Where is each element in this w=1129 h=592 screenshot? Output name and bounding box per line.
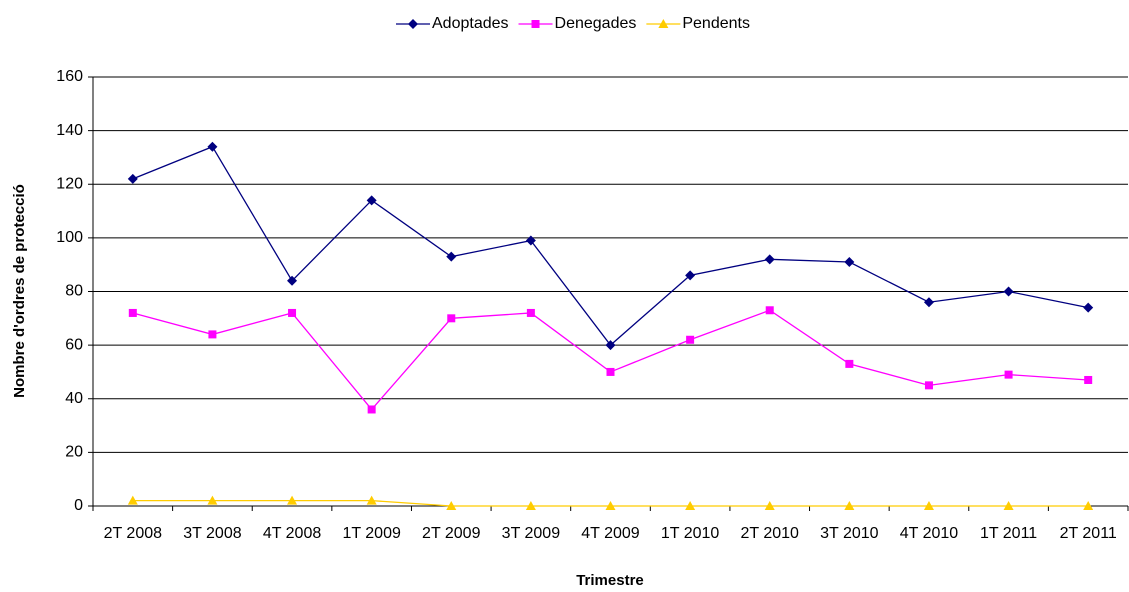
x-tick-label: 3T 2009 [502, 525, 561, 542]
data-point [207, 141, 218, 152]
x-tick-label: 1T 2010 [661, 525, 720, 542]
legend-marker [408, 19, 418, 29]
data-point [208, 330, 217, 339]
data-point [287, 275, 298, 286]
x-tick-label: 4T 2009 [581, 525, 640, 542]
x-axis-label: Trimestre [576, 572, 644, 589]
data-point [367, 405, 376, 414]
data-point [844, 501, 855, 510]
y-tick-label: 40 [65, 390, 83, 407]
data-point [605, 340, 616, 351]
data-point [446, 251, 457, 262]
data-point [845, 359, 854, 368]
data-point [447, 314, 456, 323]
y-tick-label: 160 [56, 68, 83, 85]
series-line [132, 309, 1089, 411]
data-point [764, 501, 775, 510]
data-point [366, 495, 377, 505]
data-point [446, 501, 457, 510]
y-tick-label: 100 [56, 229, 83, 246]
data-point [844, 257, 855, 268]
legend-label: Pendents [682, 15, 750, 32]
series-line [132, 145, 1089, 347]
legend-marker [531, 20, 540, 28]
data-point [1084, 375, 1093, 384]
y-tick-label: 120 [56, 175, 83, 192]
legend-label: Denegades [555, 15, 637, 32]
data-point [924, 381, 933, 390]
data-point [605, 501, 616, 510]
data-point [685, 501, 696, 510]
data-point [1083, 501, 1094, 510]
y-tick-label: 0 [74, 497, 83, 514]
data-point [686, 335, 695, 344]
x-tick-label: 2T 2011 [1060, 525, 1117, 542]
data-point [526, 308, 535, 317]
data-point [288, 308, 297, 317]
y-tick-label: 20 [65, 444, 83, 461]
data-point [923, 501, 934, 510]
data-point [127, 495, 138, 505]
data-point [366, 195, 377, 206]
data-point [525, 235, 536, 246]
x-tick-label: 4T 2008 [263, 525, 322, 542]
data-point [287, 495, 298, 505]
data-point [128, 308, 137, 317]
data-point [764, 254, 775, 265]
y-tick-label: 80 [65, 283, 83, 300]
y-tick-label: 140 [56, 122, 83, 139]
x-tick-label: 1T 2011 [980, 525, 1037, 542]
data-point [525, 501, 536, 510]
data-point [1003, 286, 1014, 297]
data-point [1004, 370, 1013, 379]
data-point [923, 297, 934, 308]
x-tick-label: 2T 2009 [422, 525, 481, 542]
data-point [765, 306, 774, 315]
legend-label: Adoptades [432, 15, 509, 32]
y-tick-label: 60 [65, 336, 83, 353]
x-tick-label: 2T 2010 [741, 525, 800, 542]
data-point [685, 270, 696, 281]
data-point [127, 173, 138, 184]
x-tick-label: 2T 2008 [104, 525, 163, 542]
x-tick-label: 3T 2010 [820, 525, 879, 542]
data-point [207, 495, 218, 505]
x-tick-label: 3T 2008 [183, 525, 242, 542]
legend-marker [658, 19, 669, 28]
data-point [1003, 501, 1014, 510]
x-tick-label: 1T 2009 [342, 525, 401, 542]
data-point [606, 367, 615, 376]
x-tick-label: 4T 2010 [900, 525, 959, 542]
y-axis-label: Nombre d'ordres de protecció [11, 184, 28, 398]
data-point [1083, 302, 1094, 313]
